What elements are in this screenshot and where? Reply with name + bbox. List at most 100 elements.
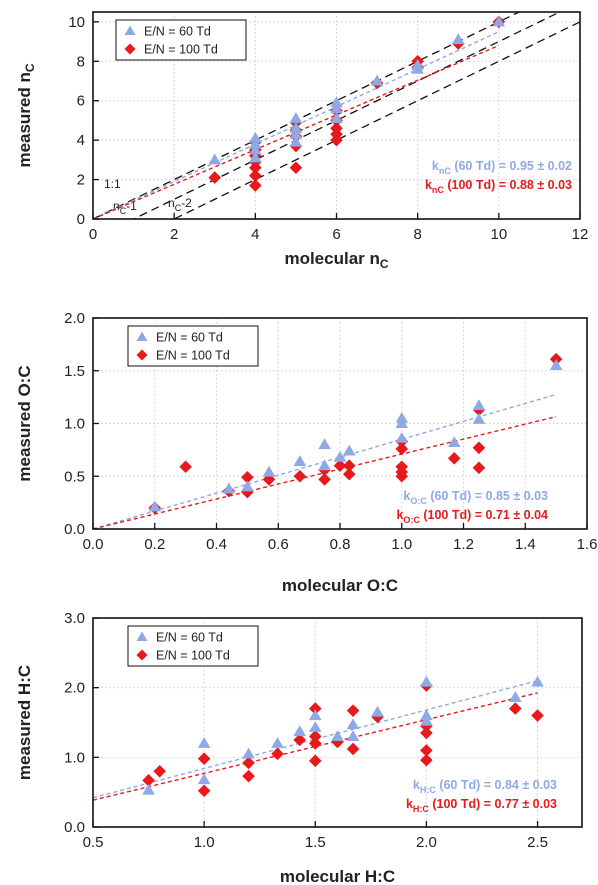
- x-axis-label: molecular nC: [284, 249, 388, 271]
- data-point-triangle: [293, 455, 307, 467]
- chart-panel-3: 0.5 1.0 1.5 2.0 2.5 0.0 1.0 2.0 3.0 molecular H:C…: [15, 610, 583, 885]
- data-point-triangle: [249, 137, 262, 149]
- data-point-triangle: [420, 709, 433, 721]
- y-tick-label: 3.0: [64, 610, 85, 627]
- x-tick-label: 1.5: [305, 834, 326, 851]
- data-point-diamond: [472, 441, 486, 455]
- x-tick-label: 0.6: [268, 536, 289, 553]
- data-point-diamond: [395, 442, 409, 456]
- legend-entry-2: E/N = 100 Td: [156, 349, 230, 363]
- y-tick-label: 4: [77, 132, 85, 149]
- data-point-diamond: [420, 726, 433, 740]
- y-tick-label: 0.0: [64, 521, 85, 538]
- data-point-triangle: [208, 153, 222, 165]
- x-tick-label: 2.0: [416, 834, 437, 851]
- x-tick-label: 0.0: [83, 536, 104, 553]
- data-point-diamond: [153, 764, 166, 778]
- legend: E/N = 60 Td E/N = 100 Td: [127, 325, 259, 367]
- data-point-diamond: [241, 485, 254, 499]
- data-point-diamond: [549, 352, 563, 366]
- fit-line-2: [93, 692, 538, 801]
- data-point-diamond: [342, 459, 356, 472]
- data-point-triangle: [262, 465, 276, 477]
- slope-annotation-2: kH:C (100 Td) = 0.77 ± 0.03: [406, 797, 557, 814]
- legend-entry-2: E/N = 100 Td: [144, 43, 218, 57]
- x-tick-label: 0.8: [330, 536, 351, 553]
- legend-box: [115, 19, 247, 61]
- y-tick-label: 6: [77, 93, 85, 110]
- legend-diamond-icon: [124, 43, 136, 55]
- data-point-triangle: [411, 62, 424, 74]
- data-point-triangle: [472, 399, 486, 411]
- ticks: 0.5 1.0 1.5 2.0 2.5 0.0 1.0 2.0 3.0: [64, 610, 548, 851]
- x-tick-label: 4: [251, 226, 259, 243]
- data-point-diamond: [346, 742, 360, 756]
- data-point-triangle: [331, 730, 344, 741]
- series-1-points: [208, 15, 506, 165]
- legend: E/N = 60 Td E/N = 100 Td: [115, 19, 247, 61]
- x-tick-label: 1.4: [515, 536, 536, 553]
- data-point-diamond: [308, 730, 322, 743]
- reference-line-label-3: nC-2: [168, 196, 192, 213]
- data-point-triangle: [420, 714, 433, 726]
- y-tick-label: 2: [77, 172, 85, 189]
- data-point-triangle: [249, 143, 262, 155]
- x-axis-label: molecular H:C: [280, 867, 395, 885]
- x-tick-label: 2: [170, 226, 178, 243]
- data-point-triangle: [370, 74, 384, 86]
- data-point-triangle: [333, 450, 347, 462]
- series-1-points: [148, 359, 563, 512]
- chart-panel-2: 0.0 0.2 0.4 0.6 0.8 1.0 1.2 1.4 1.6 0.0 0.5 1.0 1.5 2…: [15, 310, 597, 595]
- data-point-diamond: [249, 179, 262, 192]
- x-tick-label: 1.6: [577, 536, 598, 553]
- x-tick-label: 10: [490, 226, 507, 243]
- plot-frame: [92, 617, 583, 828]
- data-point-triangle: [308, 721, 322, 732]
- data-point-diamond: [289, 161, 303, 175]
- data-point-triangle: [472, 412, 486, 424]
- data-point-triangle: [249, 131, 262, 143]
- fit-line-1: [93, 31, 500, 219]
- data-point-diamond: [308, 737, 322, 750]
- y-tick-label: 2.0: [64, 310, 85, 327]
- x-tick-label: 12: [572, 226, 589, 243]
- data-point-triangle: [308, 709, 322, 721]
- data-point-diamond: [308, 754, 322, 768]
- data-point-diamond: [242, 769, 255, 783]
- data-point-triangle: [289, 122, 303, 133]
- slope-annotation-2: knC (100 Td) = 0.88 ± 0.03: [425, 178, 572, 195]
- data-point-diamond: [472, 461, 486, 475]
- data-point-triangle: [346, 730, 360, 741]
- x-tick-label: 0.4: [206, 536, 227, 553]
- data-point-triangle: [509, 691, 522, 702]
- data-point-triangle: [451, 33, 465, 45]
- y-tick-label: 2.0: [64, 680, 85, 697]
- data-point-diamond: [346, 704, 360, 717]
- slope-annotation-1: knC (60 Td) = 0.95 ± 0.02: [432, 159, 572, 176]
- data-point-diamond: [308, 702, 322, 715]
- legend-entry-1: E/N = 60 Td: [156, 331, 223, 345]
- data-point-triangle: [531, 675, 544, 687]
- x-axis-label: molecular O:C: [282, 576, 398, 595]
- data-point-triangle: [197, 737, 211, 748]
- legend-triangle-icon: [136, 331, 148, 341]
- legend-entry-1: E/N = 60 Td: [144, 25, 211, 39]
- y-tick-label: 0.5: [64, 468, 85, 485]
- data-point-diamond: [330, 133, 343, 147]
- legend-triangle-icon: [124, 25, 136, 35]
- data-point-triangle: [346, 718, 360, 730]
- legend-entry-2: E/N = 100 Td: [156, 649, 230, 663]
- legend-box: [127, 325, 259, 367]
- slope-annotation-1: kH:C (60 Td) = 0.84 ± 0.03: [413, 778, 557, 795]
- data-point-triangle: [330, 96, 343, 108]
- y-tick-label: 8: [77, 53, 85, 70]
- y-tick-label: 0.0: [64, 819, 85, 836]
- slope-annotation-1: kO:C (60 Td) = 0.85 ± 0.03: [403, 489, 548, 506]
- data-point-diamond: [241, 471, 254, 484]
- y-axis-label: measured nC: [15, 63, 37, 167]
- data-point-diamond: [249, 161, 262, 175]
- data-point-diamond: [293, 469, 307, 483]
- data-point-triangle: [447, 436, 461, 448]
- data-point-triangle: [148, 500, 162, 512]
- x-tick-label: 1.0: [391, 536, 412, 553]
